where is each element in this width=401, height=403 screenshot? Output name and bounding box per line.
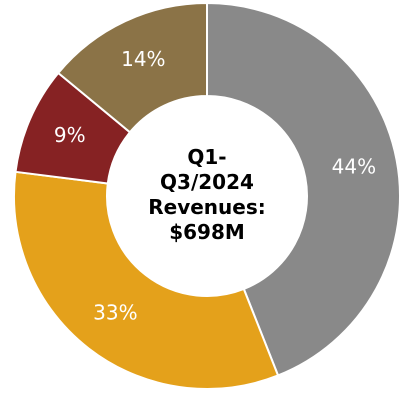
- center-label: $698M: [169, 220, 245, 244]
- slice-label: 33%: [93, 301, 137, 325]
- center-label: Q1-: [187, 145, 226, 169]
- center-label: Revenues:: [148, 195, 266, 219]
- donut-slice: [56, 1, 208, 134]
- slice-label: 44%: [332, 154, 376, 178]
- center-label: Q3/2024: [160, 170, 254, 194]
- slice-label: 9%: [54, 123, 86, 147]
- slice-label: 14%: [121, 47, 165, 71]
- donut-slice: [13, 170, 280, 390]
- donut-slice: [206, 1, 401, 377]
